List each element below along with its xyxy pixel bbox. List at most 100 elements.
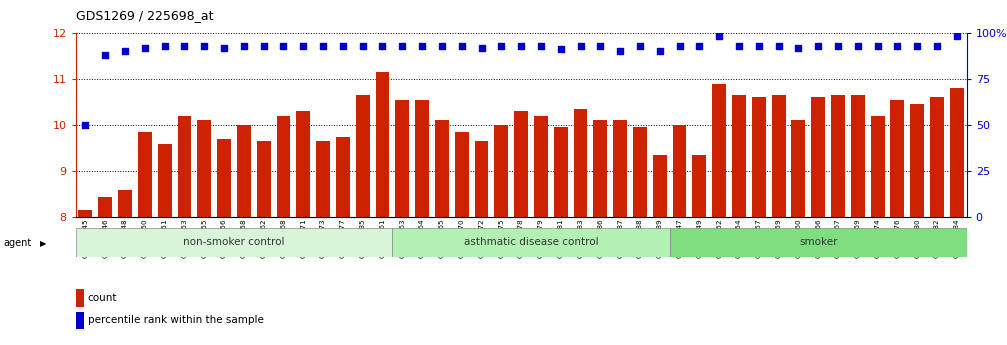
Bar (712, 83, 726, 217)
Point (909, 43, 925, 48)
Bar (435, 120, 449, 217)
Bar (455, 132, 468, 217)
Bar (812, 97, 825, 217)
Text: ▶: ▶ (40, 239, 46, 248)
Point (731, 43, 747, 48)
Bar (296, 111, 310, 217)
Bar (771, 95, 785, 217)
Point (176, 43, 192, 48)
Point (414, 43, 430, 48)
Point (572, 43, 588, 48)
Bar (494, 125, 509, 217)
Point (315, 43, 331, 48)
Point (453, 43, 469, 48)
Bar (376, 72, 390, 217)
Point (137, 45, 153, 50)
Text: smoker: smoker (799, 237, 838, 247)
Bar (910, 104, 924, 217)
Point (394, 43, 410, 48)
Bar (950, 88, 964, 217)
Point (493, 43, 510, 48)
Point (78, 122, 94, 128)
Bar (792, 120, 806, 217)
Point (889, 43, 905, 48)
Point (652, 48, 668, 54)
Bar (138, 132, 152, 217)
Bar (355, 95, 370, 217)
Point (750, 43, 766, 48)
Point (533, 43, 549, 48)
Bar (316, 141, 330, 217)
Point (770, 43, 786, 48)
Bar (670, 228, 967, 257)
Bar (76, 312, 85, 329)
Point (215, 45, 232, 50)
Point (196, 43, 212, 48)
Bar (851, 95, 865, 217)
Point (334, 43, 350, 48)
Bar (653, 155, 667, 217)
Point (672, 43, 688, 48)
Bar (76, 289, 85, 306)
Point (236, 43, 252, 48)
Bar (158, 144, 171, 217)
Point (434, 43, 450, 48)
Bar (593, 120, 607, 217)
Bar (890, 100, 904, 217)
Bar (197, 120, 211, 217)
Text: percentile rank within the sample: percentile rank within the sample (88, 315, 264, 325)
Point (928, 43, 945, 48)
Text: GDS1269 / 225698_at: GDS1269 / 225698_at (76, 9, 213, 22)
Point (156, 43, 172, 48)
Point (375, 43, 391, 48)
Bar (277, 116, 290, 217)
Bar (831, 95, 845, 217)
Point (869, 43, 885, 48)
Bar (515, 111, 528, 217)
Point (810, 43, 826, 48)
Bar (732, 95, 746, 217)
Bar (79, 210, 93, 217)
Bar (257, 141, 271, 217)
Point (850, 43, 866, 48)
Point (513, 43, 529, 48)
Point (830, 43, 846, 48)
Text: non-smoker control: non-smoker control (183, 237, 285, 247)
Point (117, 48, 133, 54)
Bar (613, 120, 627, 217)
Text: count: count (88, 293, 117, 303)
Bar (99, 197, 112, 217)
Bar (673, 125, 687, 217)
Bar (930, 97, 944, 217)
Bar (396, 100, 409, 217)
Bar (76, 228, 393, 257)
Point (553, 47, 569, 52)
Bar (415, 100, 429, 217)
Bar (633, 127, 646, 217)
Point (256, 43, 272, 48)
Bar (574, 109, 587, 217)
Bar (336, 137, 349, 217)
Point (612, 48, 628, 54)
Point (949, 34, 965, 39)
Bar (693, 155, 706, 217)
Point (295, 43, 311, 48)
Bar (871, 116, 884, 217)
Bar (534, 116, 548, 217)
Bar (177, 116, 191, 217)
Point (275, 43, 291, 48)
Point (790, 45, 807, 50)
Point (97, 52, 113, 58)
Point (473, 45, 489, 50)
Bar (218, 139, 231, 217)
Point (711, 34, 727, 39)
Point (354, 43, 371, 48)
Bar (237, 125, 251, 217)
Bar (474, 141, 488, 217)
Bar (554, 127, 568, 217)
Point (691, 43, 707, 48)
Text: asthmatic disease control: asthmatic disease control (463, 237, 598, 247)
Point (631, 43, 648, 48)
Bar (393, 228, 670, 257)
Text: agent: agent (3, 238, 31, 248)
